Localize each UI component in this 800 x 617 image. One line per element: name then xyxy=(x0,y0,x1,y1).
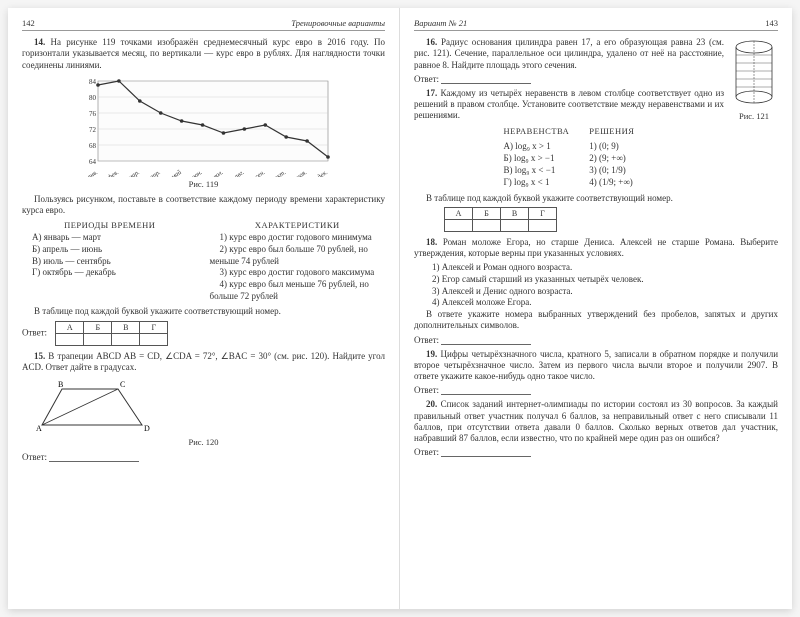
svg-text:B: B xyxy=(58,380,63,389)
answer-15: Ответ: xyxy=(22,452,385,462)
periods-chars: ПЕРИОДЫ ВРЕМЕНИ А) январь — март Б) апре… xyxy=(22,220,385,302)
answer-table-17: АБВГ xyxy=(444,207,557,232)
task-15: 15. В трапеции ABCD AB = CD, ∠CDA = 72°,… xyxy=(22,351,385,374)
task-14: 14. На рисунке 119 точками изображён сре… xyxy=(22,37,385,71)
answer-16: Ответ: xyxy=(414,74,778,84)
svg-text:A: A xyxy=(36,424,42,433)
answer-row-17: АБВГ xyxy=(414,207,778,232)
line-chart: 84 80 76 72 68 64 янв. фев. мар. апр. майиюн… xyxy=(74,77,334,177)
table-note-right: В таблице под каждой буквой укажите соот… xyxy=(414,193,778,204)
answer-table-14: АБВГ xyxy=(55,321,168,346)
fig-119-caption: Рис. 119 xyxy=(74,179,334,189)
svg-text:C: C xyxy=(120,380,125,389)
chart-119: 84 80 76 72 68 64 янв. фев. мар. апр. майиюн… xyxy=(74,77,334,189)
svg-text:76: 76 xyxy=(89,110,97,118)
task-14-post: Пользуясь рисунком, поставьте в соответс… xyxy=(22,194,385,217)
task-19: 19. Цифры четырёхзначного числа, кратног… xyxy=(414,349,778,383)
task-20: 20. Список заданий интернет-олимпиады по… xyxy=(414,399,778,444)
svg-text:68: 68 xyxy=(89,142,97,150)
svg-text:80: 80 xyxy=(89,94,97,102)
answer-18: Ответ: xyxy=(414,335,778,345)
svg-text:янв.: янв. xyxy=(85,168,99,176)
answer-20: Ответ: xyxy=(414,447,778,457)
cylinder-svg xyxy=(730,37,778,109)
chars-title: ХАРАКТЕРИСТИКИ xyxy=(210,220,386,230)
svg-text:72: 72 xyxy=(89,126,97,134)
svg-text:D: D xyxy=(144,424,150,433)
periods-title: ПЕРИОДЫ ВРЕМЕНИ xyxy=(22,220,198,230)
task-16: 16. Радиус основания цилиндра равен 17, … xyxy=(414,37,778,71)
svg-text:84: 84 xyxy=(89,78,97,86)
header-right: Вариант № 21 143 xyxy=(414,18,778,31)
cylinder-figure: Рис. 121 xyxy=(730,37,778,126)
running-head-left: Тренировочные варианты xyxy=(291,18,385,28)
svg-text:мар.: мар. xyxy=(126,168,141,176)
trapezoid-figure: A B C D Рис. 120 xyxy=(22,377,385,447)
periods-list: А) январь — март Б) апрель — июнь В) июл… xyxy=(22,232,198,279)
task-18: 18. Роман моложе Егора, но старше Дениса… xyxy=(414,237,778,260)
ineq-solutions: НЕРАВЕНСТВА А) log₉ x > 1 Б) log₉ x > −1… xyxy=(414,126,724,189)
page-num-left: 142 xyxy=(22,18,35,28)
svg-text:сен.: сен. xyxy=(253,168,266,176)
trapezoid-svg: A B C D xyxy=(22,377,162,435)
svg-text:фев.: фев. xyxy=(106,168,120,176)
task-18-after: В ответе укажите номера выбранных утверж… xyxy=(414,309,778,332)
page-right: Вариант № 21 143 Рис. 121 16. Радиус осн… xyxy=(400,8,792,609)
sol-title: РЕШЕНИЯ xyxy=(589,126,634,137)
svg-text:май: май xyxy=(169,168,183,177)
running-head-right: Вариант № 21 xyxy=(414,18,467,28)
task-17: 17. Каждому из четырёх неравенств в лево… xyxy=(414,88,778,122)
svg-text:ноя.: ноя. xyxy=(295,168,308,176)
fig-121-caption: Рис. 121 xyxy=(730,111,778,121)
answer-19: Ответ: xyxy=(414,385,778,395)
svg-text:авг.: авг. xyxy=(233,168,246,176)
svg-text:64: 64 xyxy=(89,158,97,166)
svg-text:июл.: июл. xyxy=(210,168,224,176)
answer-row-14: Ответ: АБВГ xyxy=(22,321,385,346)
svg-text:дек.: дек. xyxy=(316,168,329,176)
table-note-left: В таблице под каждой буквой укажите соот… xyxy=(22,306,385,317)
chars-list: 1) курс евро достиг годового минимума 2)… xyxy=(210,232,386,302)
book-spread: 142 Тренировочные варианты 14. На рисунк… xyxy=(8,8,792,609)
fig-120-caption: Рис. 120 xyxy=(22,437,385,447)
svg-text:окт.: окт. xyxy=(272,168,287,176)
ineq-title: НЕРАВЕНСТВА xyxy=(504,126,570,137)
svg-text:апр.: апр. xyxy=(148,168,162,176)
header-left: 142 Тренировочные варианты xyxy=(22,18,385,31)
task-18-options: 1) Алексей и Роман одного возраста. 2) Е… xyxy=(422,262,778,309)
svg-text:июн.: июн. xyxy=(189,168,204,176)
page-num-right: 143 xyxy=(765,18,778,28)
page-left: 142 Тренировочные варианты 14. На рисунк… xyxy=(8,8,400,609)
